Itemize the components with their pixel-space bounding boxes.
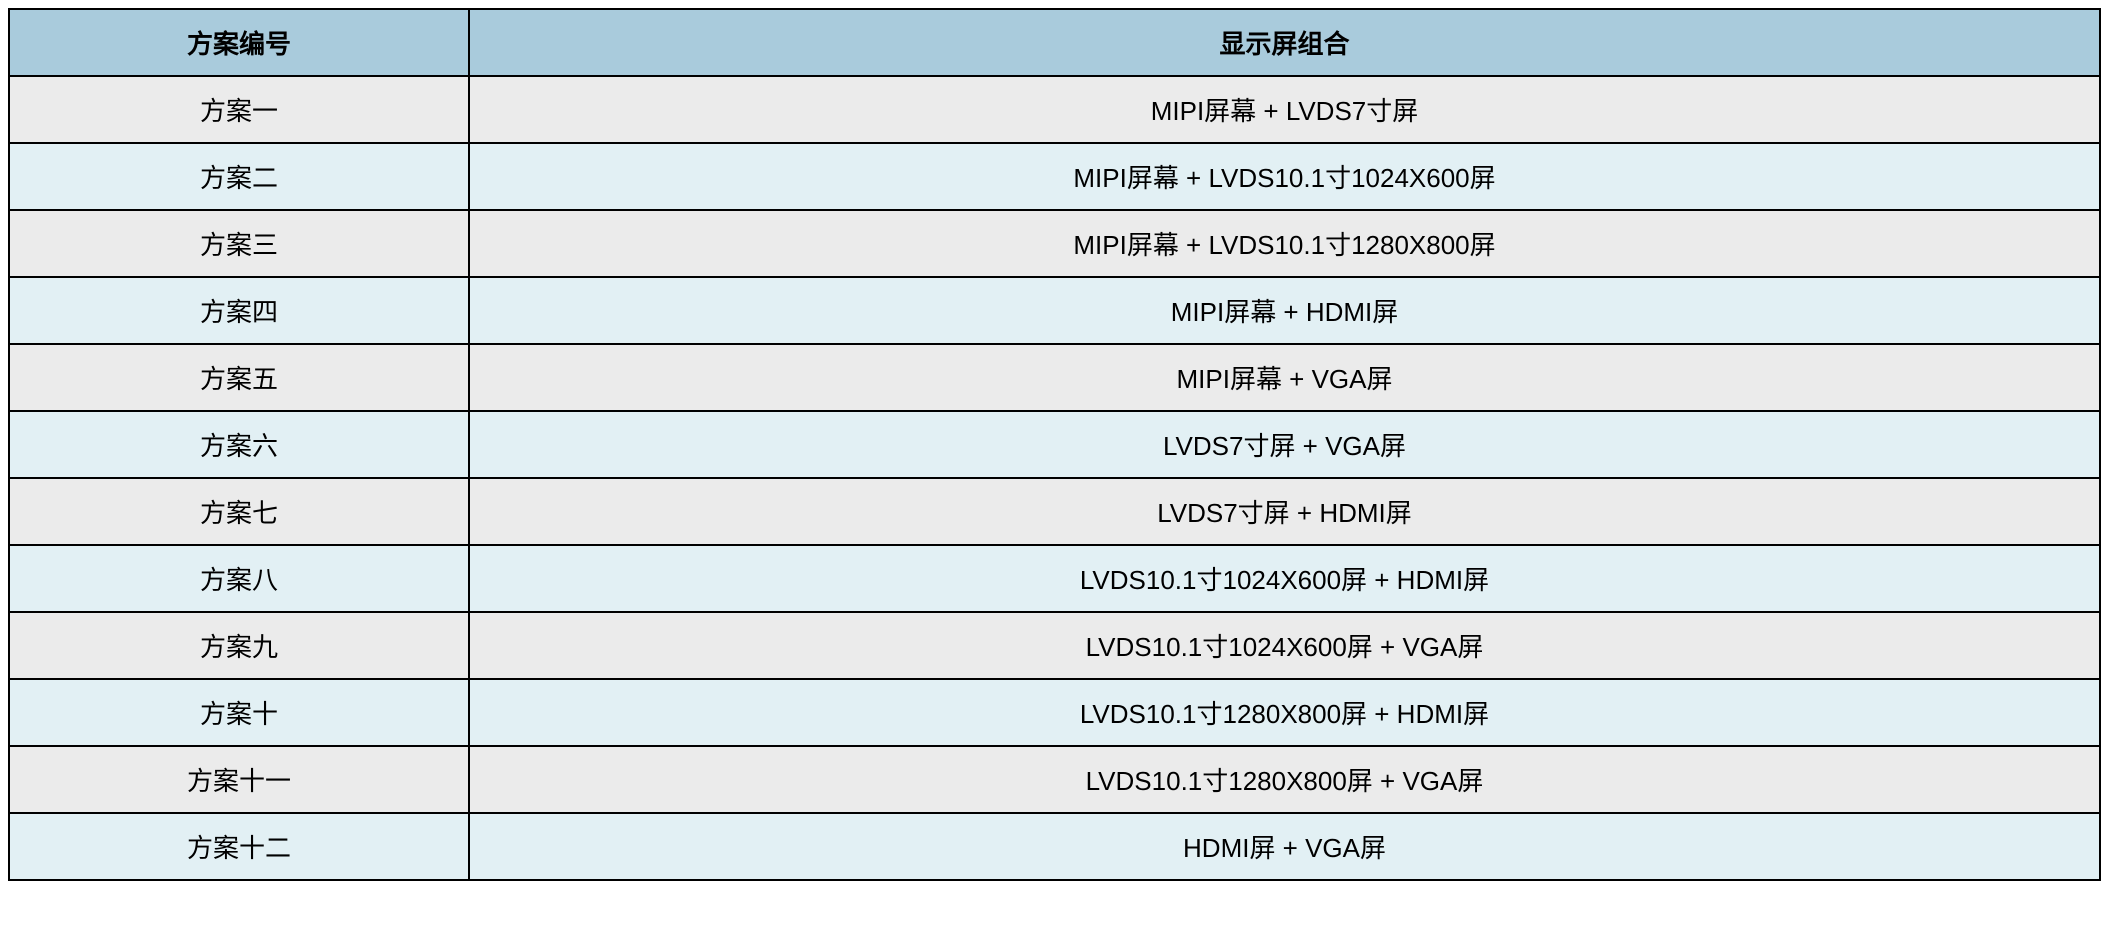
table-row: 方案三MIPI屏幕 + LVDS10.1寸1280X800屏: [9, 210, 2100, 277]
cell-plan: 方案十一: [9, 746, 469, 813]
cell-combo: LVDS7寸屏 + HDMI屏: [469, 478, 2100, 545]
cell-combo: HDMI屏 + VGA屏: [469, 813, 2100, 880]
cell-combo: MIPI屏幕 + LVDS7寸屏: [469, 76, 2100, 143]
cell-plan: 方案三: [9, 210, 469, 277]
cell-combo: MIPI屏幕 + VGA屏: [469, 344, 2100, 411]
cell-plan: 方案五: [9, 344, 469, 411]
cell-combo: MIPI屏幕 + LVDS10.1寸1024X600屏: [469, 143, 2100, 210]
table-body: 方案一MIPI屏幕 + LVDS7寸屏方案二MIPI屏幕 + LVDS10.1寸…: [9, 76, 2100, 880]
display-plan-table: 方案编号 显示屏组合 方案一MIPI屏幕 + LVDS7寸屏方案二MIPI屏幕 …: [8, 8, 2101, 881]
table-row: 方案六LVDS7寸屏 + VGA屏: [9, 411, 2100, 478]
cell-combo: MIPI屏幕 + HDMI屏: [469, 277, 2100, 344]
table-row: 方案十LVDS10.1寸1280X800屏 + HDMI屏: [9, 679, 2100, 746]
table-header: 方案编号 显示屏组合: [9, 9, 2100, 76]
cell-combo: LVDS10.1寸1280X800屏 + VGA屏: [469, 746, 2100, 813]
cell-plan: 方案九: [9, 612, 469, 679]
cell-combo: LVDS10.1寸1024X600屏 + HDMI屏: [469, 545, 2100, 612]
cell-plan: 方案八: [9, 545, 469, 612]
table-row: 方案九LVDS10.1寸1024X600屏 + VGA屏: [9, 612, 2100, 679]
table-row: 方案一MIPI屏幕 + LVDS7寸屏: [9, 76, 2100, 143]
cell-plan: 方案一: [9, 76, 469, 143]
cell-combo: LVDS10.1寸1280X800屏 + HDMI屏: [469, 679, 2100, 746]
cell-plan: 方案六: [9, 411, 469, 478]
col-header-plan: 方案编号: [9, 9, 469, 76]
col-header-combo: 显示屏组合: [469, 9, 2100, 76]
table-header-row: 方案编号 显示屏组合: [9, 9, 2100, 76]
cell-plan: 方案四: [9, 277, 469, 344]
cell-combo: LVDS10.1寸1024X600屏 + VGA屏: [469, 612, 2100, 679]
table-row: 方案四MIPI屏幕 + HDMI屏: [9, 277, 2100, 344]
cell-combo: MIPI屏幕 + LVDS10.1寸1280X800屏: [469, 210, 2100, 277]
table-row: 方案七LVDS7寸屏 + HDMI屏: [9, 478, 2100, 545]
cell-plan: 方案十二: [9, 813, 469, 880]
table-row: 方案五MIPI屏幕 + VGA屏: [9, 344, 2100, 411]
cell-plan: 方案十: [9, 679, 469, 746]
cell-plan: 方案二: [9, 143, 469, 210]
table-row: 方案八LVDS10.1寸1024X600屏 + HDMI屏: [9, 545, 2100, 612]
table-row: 方案二MIPI屏幕 + LVDS10.1寸1024X600屏: [9, 143, 2100, 210]
table-row: 方案十二HDMI屏 + VGA屏: [9, 813, 2100, 880]
table-row: 方案十一LVDS10.1寸1280X800屏 + VGA屏: [9, 746, 2100, 813]
cell-combo: LVDS7寸屏 + VGA屏: [469, 411, 2100, 478]
cell-plan: 方案七: [9, 478, 469, 545]
